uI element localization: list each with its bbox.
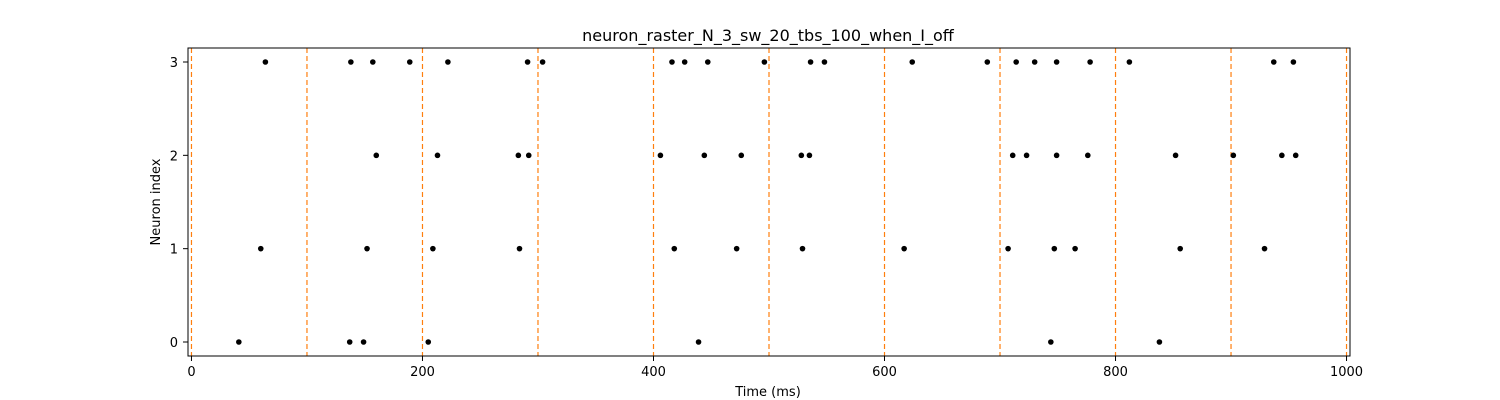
x-tick-label: 800 xyxy=(1103,365,1128,380)
spike-point xyxy=(671,245,678,252)
spike-point xyxy=(373,152,380,159)
spike-point xyxy=(1048,339,1054,345)
spike-point xyxy=(1051,245,1058,252)
spike-point xyxy=(1279,152,1285,159)
x-tick-label: 200 xyxy=(410,365,435,380)
spike-point xyxy=(901,245,907,252)
y-tick-label: 2 xyxy=(170,149,178,164)
spike-point xyxy=(1177,245,1184,252)
spike-point xyxy=(1005,245,1011,252)
spike-point xyxy=(821,59,828,65)
spike-point xyxy=(1031,59,1038,65)
spike-point xyxy=(430,245,436,252)
spike-point xyxy=(236,339,242,345)
chart-title: neuron_raster_N_3_sw_20_tbs_100_when_I_o… xyxy=(582,26,955,46)
x-tick-label: 400 xyxy=(641,365,666,380)
x-axis-label: Time (ms) xyxy=(734,385,801,400)
spike-point xyxy=(360,339,367,345)
spike-point xyxy=(262,59,269,65)
spike-point xyxy=(1053,152,1060,159)
spike-point xyxy=(1261,245,1268,252)
spike-point xyxy=(657,152,664,159)
spike-point xyxy=(370,59,376,65)
spike-point xyxy=(1087,59,1093,65)
y-tick-label: 1 xyxy=(170,243,178,258)
spike-point xyxy=(1230,152,1237,159)
spike-point xyxy=(1013,59,1019,65)
spike-point xyxy=(257,245,264,252)
spike-point xyxy=(539,59,546,65)
plot-area: 0 200 400 600 800 1000 0 1 2 3 xyxy=(170,47,1363,380)
spike-point xyxy=(1126,59,1133,65)
spike-point xyxy=(984,59,991,65)
spike-point xyxy=(1084,152,1091,159)
spike-point xyxy=(406,59,413,65)
y-axis-label: Neuron index xyxy=(149,158,164,245)
x-tick-label: 1000 xyxy=(1330,365,1363,380)
spike-point xyxy=(1009,152,1016,159)
spike-point xyxy=(445,59,451,65)
spike-point xyxy=(1072,245,1078,252)
spike-point xyxy=(348,59,354,65)
spike-point xyxy=(695,339,702,345)
spike-point xyxy=(909,59,916,65)
spike-point xyxy=(516,245,523,252)
spike-point xyxy=(738,152,745,159)
spike-point xyxy=(525,152,532,159)
spike-point xyxy=(425,339,432,345)
spike-point xyxy=(524,59,531,65)
spike-point xyxy=(1172,152,1179,159)
spike-point xyxy=(1053,59,1060,65)
y-tick-label: 3 xyxy=(170,56,178,71)
spike-point xyxy=(434,152,441,159)
spike-point xyxy=(799,245,806,252)
spike-point xyxy=(701,152,708,159)
spike-point xyxy=(761,59,768,65)
spike-point xyxy=(1156,339,1163,345)
spike-point xyxy=(515,152,522,159)
x-tick-label: 0 xyxy=(187,365,195,380)
axes-frame xyxy=(187,47,1351,357)
spike-point xyxy=(733,245,740,252)
spike-point xyxy=(681,59,688,65)
spike-point xyxy=(1023,152,1030,159)
spike-point xyxy=(1270,59,1277,65)
spike-point xyxy=(1292,152,1299,159)
x-tick-label: 600 xyxy=(872,365,897,380)
spike-point xyxy=(806,152,813,159)
y-tick-label: 0 xyxy=(170,336,178,351)
spike-point xyxy=(807,59,814,65)
spike-point xyxy=(669,59,675,65)
spike-point xyxy=(346,339,353,345)
spike-point xyxy=(798,152,805,159)
spike-point xyxy=(1290,59,1297,65)
spike-point xyxy=(704,59,711,65)
spike-point xyxy=(364,245,370,252)
